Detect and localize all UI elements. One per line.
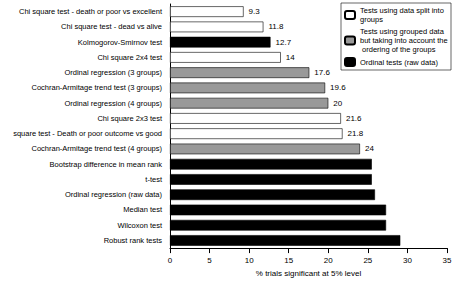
svg-text:Ordinal regression (raw data): Ordinal regression (raw data) <box>65 190 163 199</box>
svg-text:ordering of the groups: ordering of the groups <box>360 45 436 54</box>
svg-text:17.6: 17.6 <box>314 68 330 77</box>
svg-text:t-test: t-test <box>145 175 163 184</box>
svg-text:Chi square 2x3 test: Chi square 2x3 test <box>97 114 163 123</box>
svg-text:Bootstrap difference in mean r: Bootstrap difference in mean rank <box>50 160 163 169</box>
svg-text:5: 5 <box>207 256 212 265</box>
svg-text:Wilcoxon test: Wilcoxon test <box>117 221 163 230</box>
svg-text:Ordinal tests (raw data): Ordinal tests (raw data) <box>360 58 438 67</box>
svg-text:Chi square 2x4 test: Chi square 2x4 test <box>97 53 163 62</box>
svg-text:25: 25 <box>363 256 372 265</box>
svg-text:11.8: 11.8 <box>268 22 284 31</box>
svg-text:groups: groups <box>360 15 383 24</box>
svg-text:Kolmogorov-Smirnov test: Kolmogorov-Smirnov test <box>78 38 163 47</box>
svg-text:Robust rank tests: Robust rank tests <box>104 236 163 245</box>
svg-text:21.6: 21.6 <box>346 114 362 123</box>
svg-text:but taking into account the: but taking into account the <box>360 36 448 45</box>
svg-text:Chi square test - dead vs aliv: Chi square test - dead vs alive <box>61 22 162 31</box>
svg-text:square test - Death or poor ou: square test - Death or poor outcome vs g… <box>13 129 162 138</box>
svg-text:Chi square test - death or poo: Chi square test - death or poor vs excel… <box>19 7 163 16</box>
svg-text:30: 30 <box>403 256 412 265</box>
svg-text:12.7: 12.7 <box>276 38 292 47</box>
svg-text:Median test: Median test <box>123 205 163 214</box>
svg-text:21.8: 21.8 <box>348 129 364 138</box>
svg-text:Tests using grouped data: Tests using grouped data <box>360 27 446 36</box>
svg-text:Ordinal regression (4 groups): Ordinal regression (4 groups) <box>64 99 162 108</box>
svg-text:Cochran-Armitage trend test (3: Cochran-Armitage trend test (3 groups) <box>32 83 163 92</box>
svg-text:Tests using data split into: Tests using data split into <box>360 6 446 15</box>
svg-text:14: 14 <box>286 53 295 62</box>
svg-text:10: 10 <box>245 256 254 265</box>
svg-text:24: 24 <box>365 144 374 153</box>
svg-text:35: 35 <box>443 256 452 265</box>
svg-text:15: 15 <box>284 256 293 265</box>
svg-text:19.6: 19.6 <box>330 83 346 92</box>
svg-text:Ordinal regression (3 groups): Ordinal regression (3 groups) <box>64 68 162 77</box>
svg-text:% trials significant at 5% lev: % trials significant at 5% level <box>256 269 362 278</box>
svg-text:Cochran-Armitage trend test (4: Cochran-Armitage trend test (4 groups) <box>32 144 163 153</box>
svg-text:20: 20 <box>324 256 333 265</box>
svg-text:0: 0 <box>168 256 173 265</box>
svg-text:9.3: 9.3 <box>249 7 261 16</box>
svg-text:20: 20 <box>333 99 342 108</box>
